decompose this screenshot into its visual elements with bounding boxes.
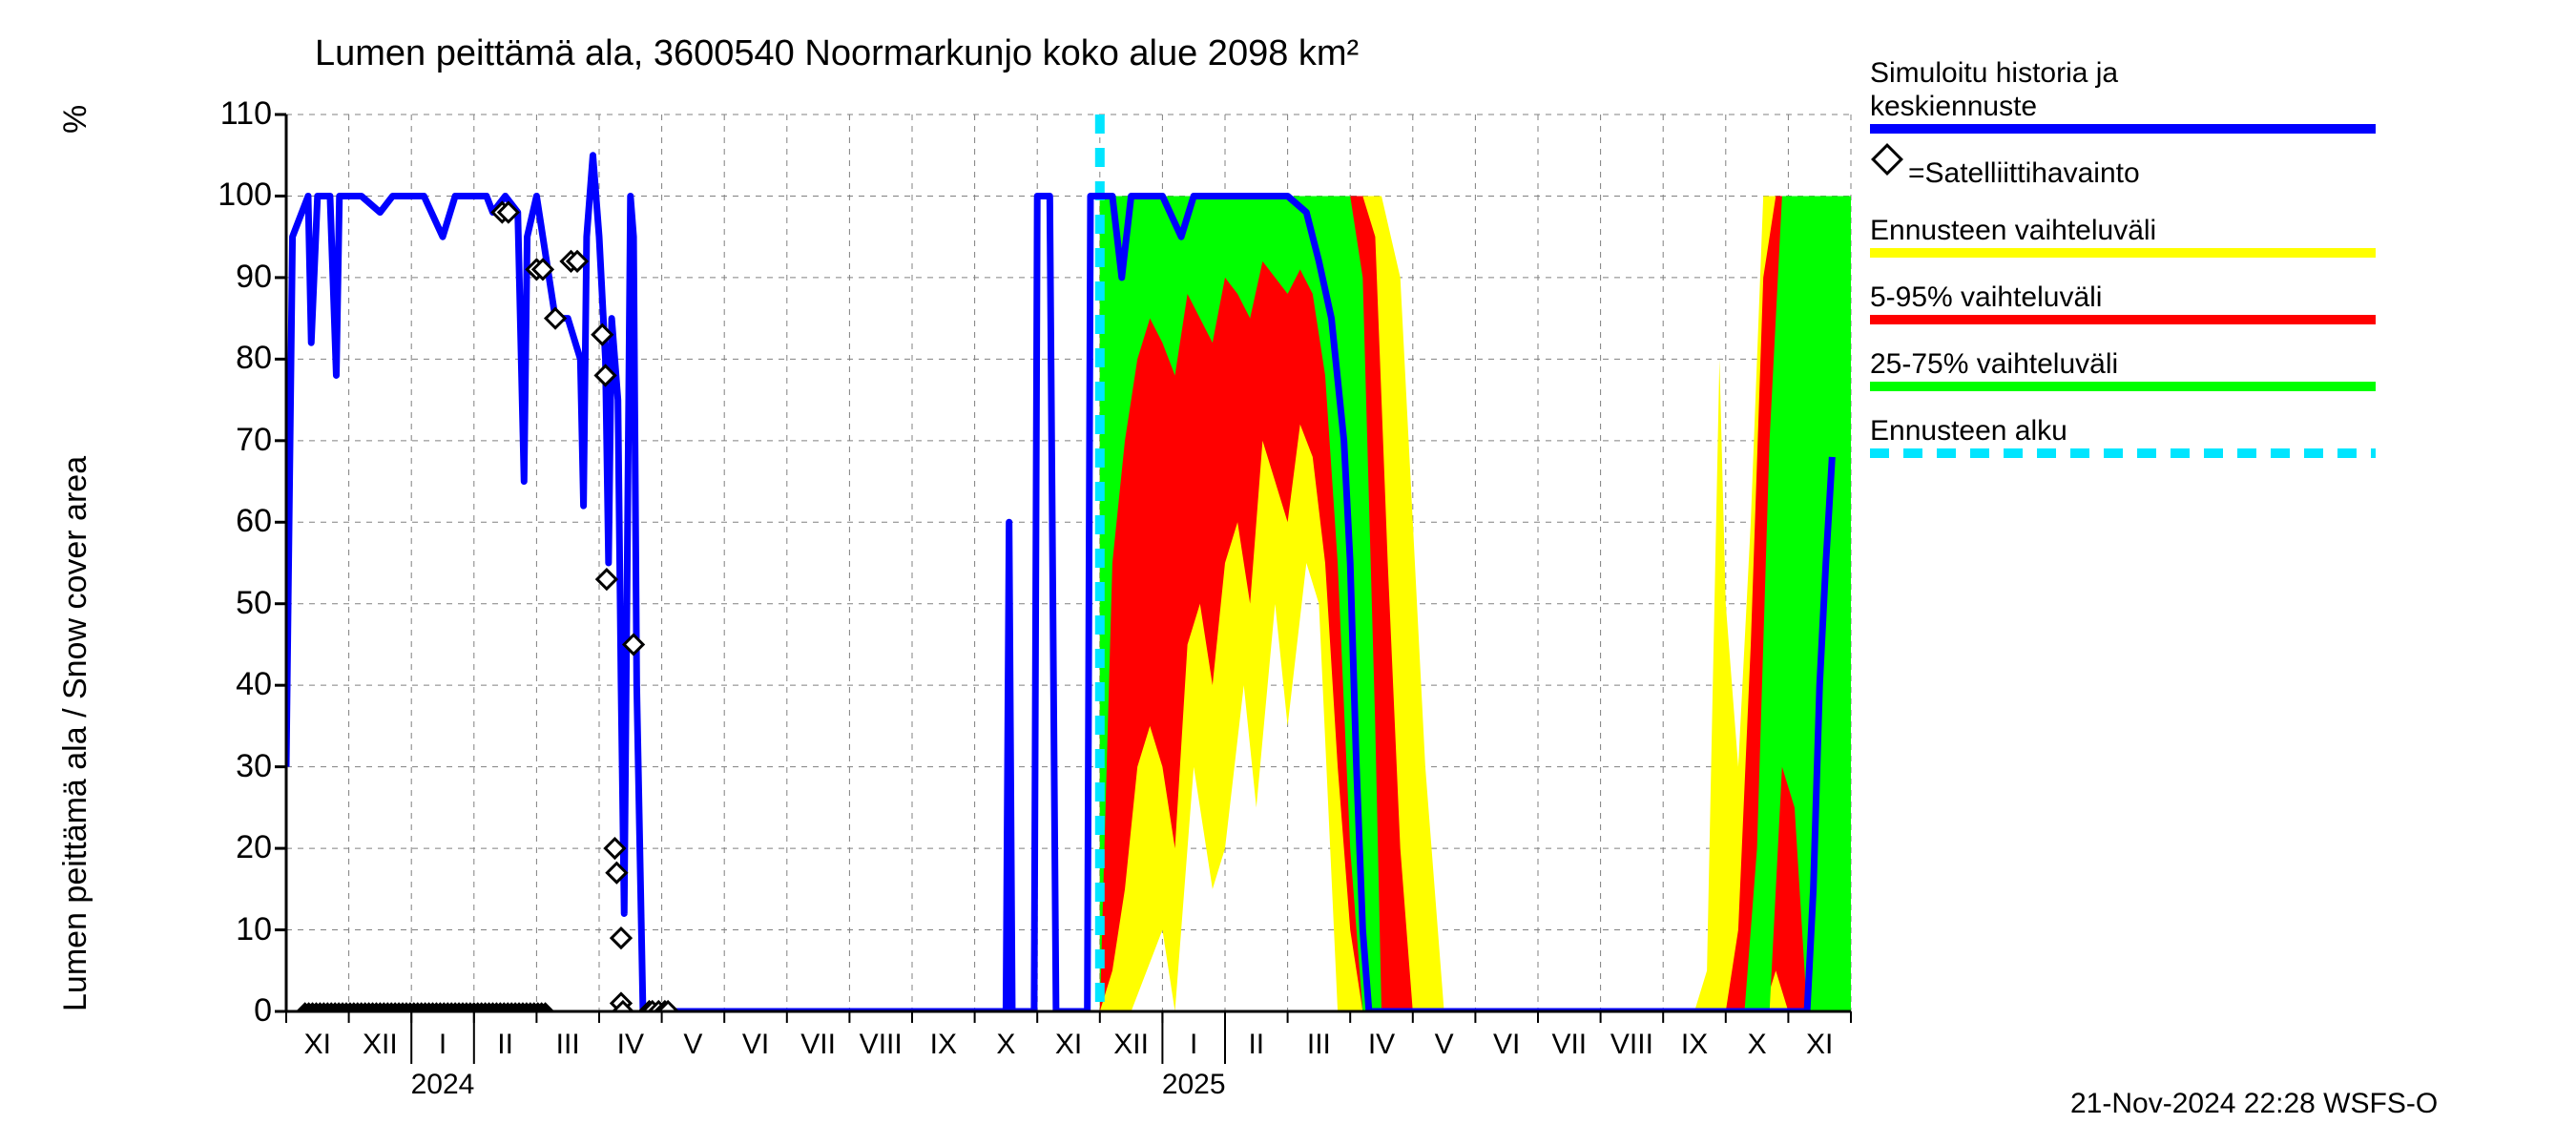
y-tick: 110 [196,95,272,133]
legend-label: keskiennuste [1870,91,2037,123]
legend-swatch [1870,248,2376,258]
x-tick-month: VIII [860,1029,903,1061]
x-tick-month: VI [1493,1029,1520,1061]
legend-swatch-dashed [1870,448,2376,458]
legend-label: 25-75% vaihteluväli [1870,348,2118,381]
y-tick: 10 [196,911,272,948]
x-tick-month: XII [363,1029,398,1061]
legend-swatch [1870,124,2376,134]
x-tick-month: III [556,1029,580,1061]
x-tick-month: IX [930,1029,957,1061]
x-year-label: 2025 [1162,1069,1226,1101]
x-tick-month: VIII [1610,1029,1653,1061]
x-tick-month: II [497,1029,513,1061]
y-tick: 50 [196,585,272,622]
y-tick: 20 [196,829,272,866]
x-tick-month: IV [617,1029,644,1061]
x-year-label: 2024 [411,1069,475,1101]
footer-timestamp: 21-Nov-2024 22:28 WSFS-O [2070,1088,2438,1120]
x-tick-month: VII [1551,1029,1587,1061]
x-tick-month: IX [1681,1029,1708,1061]
legend-label: Ennusteen alku [1870,415,2067,448]
x-tick-month: III [1307,1029,1331,1061]
x-tick-month: X [1748,1029,1767,1061]
y-tick: 90 [196,259,272,296]
legend-label: Ennusteen vaihteluväli [1870,215,2156,247]
x-tick-month: II [1248,1029,1264,1061]
x-tick-month: I [1190,1029,1197,1061]
x-tick-month: V [1435,1029,1454,1061]
y-tick: 0 [196,992,272,1030]
x-tick-month: VII [800,1029,836,1061]
y-tick: 30 [196,748,272,785]
x-tick-month: XI [1055,1029,1082,1061]
y-tick: 80 [196,340,272,377]
legend-swatch [1870,382,2376,391]
legend-label: 5-95% vaihteluväli [1870,281,2102,314]
plot-area [0,0,2576,1145]
x-tick-month: VI [742,1029,769,1061]
x-tick-month: X [996,1029,1015,1061]
legend-label: Simuloitu historia ja [1870,57,2118,90]
x-tick-month: XI [1806,1029,1833,1061]
x-tick-month: I [439,1029,447,1061]
y-tick: 70 [196,422,272,459]
y-tick: 100 [196,177,272,214]
x-tick-month: V [683,1029,702,1061]
legend-label: =Satelliittihavainto [1908,157,2140,190]
x-tick-month: IV [1368,1029,1395,1061]
x-tick-month: XII [1113,1029,1149,1061]
chart-container: Lumen peittämä ala, 3600540 Noormarkunjo… [0,0,2576,1145]
x-tick-month: XI [304,1029,331,1061]
legend-swatch [1870,315,2376,324]
y-tick: 40 [196,666,272,703]
y-tick: 60 [196,503,272,540]
